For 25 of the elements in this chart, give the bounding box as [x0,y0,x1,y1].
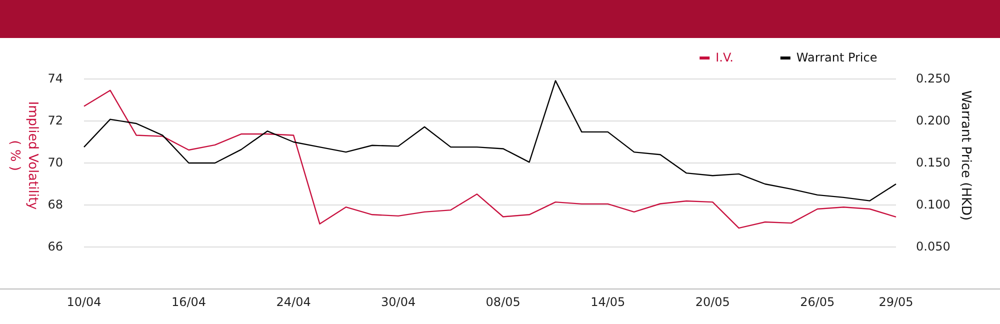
y2-axis-title: Warrant Price (HKD) [958,90,973,221]
y-tick-label: 68 [48,197,63,212]
legend-label: I.V. [716,50,734,64]
x-tick-label: 16/04 [171,295,206,309]
y2-tick-label: 0.150 [916,155,950,170]
y2-tick-label: 0.050 [916,239,950,254]
y-tick-label: 66 [48,239,63,254]
y-tick-label: 72 [48,113,63,128]
y-axis-title: Implied Volatility ( % ) [7,101,40,210]
x-tick-label: 10/04 [66,295,102,309]
x-tick-label: 24/04 [276,295,311,309]
y-tick-label: 70 [48,155,63,170]
x-tick-label: 29/05 [878,295,914,309]
y2-tick-label: 0.100 [916,197,950,212]
y2-tick-label: 0.200 [916,113,950,128]
x-tick-label: 20/05 [695,295,730,309]
x-tick-label: 30/04 [381,295,416,309]
x-tick-label: 08/05 [486,295,520,309]
x-tick-label: 26/05 [800,295,835,309]
y2-tick-label: 0.250 [916,71,950,86]
legend-label: Warrant Price [796,50,878,64]
line-series [83,90,897,229]
line-series [83,80,897,202]
x-tick-label: 14/05 [590,295,626,309]
y-tick-label: 74 [48,71,63,86]
